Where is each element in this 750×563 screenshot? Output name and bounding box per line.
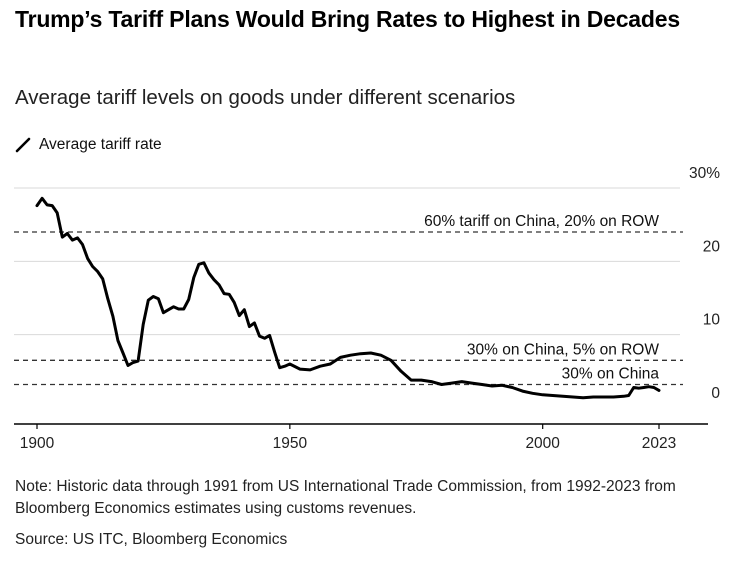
legend-label: Average tariff rate bbox=[39, 136, 162, 153]
x-tick-label-1900: 1900 bbox=[20, 435, 55, 452]
chart-subtitle: Average tariff levels on goods under dif… bbox=[15, 86, 516, 109]
y-tick-label-30: 30% bbox=[689, 165, 720, 182]
reference-label-2: 30% on China, 5% on ROW bbox=[467, 341, 659, 358]
reference-label-3: 30% on China bbox=[562, 366, 660, 383]
chart-source: Source: US ITC, Bloomberg Economics bbox=[15, 531, 288, 548]
x-tick-label-1950: 1950 bbox=[273, 435, 308, 452]
legend-line-icon bbox=[15, 137, 31, 153]
x-tick-label-2023: 2023 bbox=[642, 435, 676, 452]
series-line-1 bbox=[35, 196, 661, 400]
grid-lines bbox=[14, 187, 680, 336]
x-tick-label-2000: 2000 bbox=[525, 435, 560, 452]
legend: Average tariff rate bbox=[15, 136, 162, 154]
chart-note: Note: Historic data through 1991 from US… bbox=[15, 478, 676, 517]
y-tick-label-0: 0 bbox=[711, 385, 720, 402]
reference-lines: 60% tariff on China, 20% on ROW 30% on Ch… bbox=[14, 213, 683, 386]
y-tick-label-20: 20 bbox=[703, 238, 721, 255]
y-tick-label-10: 10 bbox=[703, 312, 721, 329]
reference-label-1: 60% tariff on China, 20% on ROW bbox=[424, 213, 659, 230]
chart-title: Trump’s Tariff Plans Would Bring Rates t… bbox=[15, 6, 680, 32]
series-lines bbox=[35, 196, 661, 400]
axes: 0 10 20 30% 1900 1950 2000 2023 bbox=[14, 165, 720, 452]
